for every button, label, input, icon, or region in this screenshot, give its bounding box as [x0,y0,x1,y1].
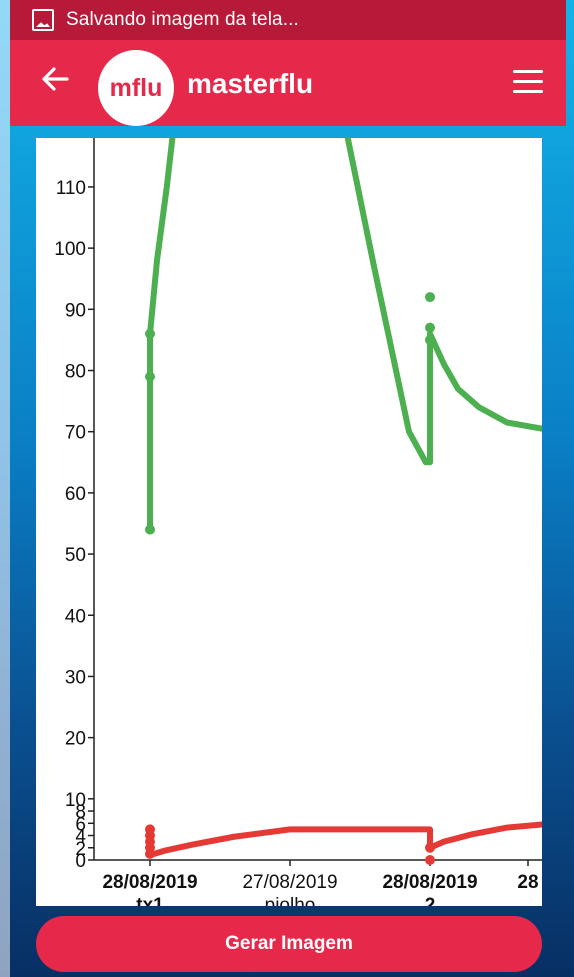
series-point-red [425,842,435,853]
y-tick-label: 6 [75,814,86,835]
y-tick-label: 50 [65,545,86,566]
notification-bar: Salvando imagem da tela... [10,0,566,40]
y-tick-label: 0 [75,851,86,872]
x-tick-date: 27/08/2019 [242,872,337,893]
x-tick-date: 28/08/2019 [382,872,477,893]
y-tick-label: 20 [65,729,86,750]
x-tick-date: 28/08/2019 [102,872,197,893]
hamburger-menu-icon[interactable] [513,70,543,94]
y-tick-label: 2 [75,839,86,860]
series-point-green [145,524,155,535]
series-point-green [425,292,435,303]
series-point-green [145,328,155,339]
y-tick-label: 10 [65,790,86,811]
x-tick-label: 2 [425,895,436,906]
series-point-red [145,848,155,859]
y-tick-label: 8 [75,802,86,823]
x-tick-label: tx1 [136,895,164,906]
back-arrow-icon[interactable] [38,62,72,96]
app-bar: mflu masterflu [10,40,566,126]
y-tick-label: 40 [65,606,86,627]
y-tick-label: 60 [65,484,86,505]
series-point-green [425,322,435,333]
series-line-green [147,138,542,533]
series-line-red [147,821,542,859]
y-tick-label: 70 [65,423,86,444]
y-tick-label: 80 [65,362,86,383]
series-point-green [145,371,155,382]
series-point-green [425,334,435,345]
x-tick-date: 28 [517,872,538,893]
y-tick-label: 4 [75,827,86,848]
left-screen-edge [0,0,10,977]
image-icon [32,9,54,31]
series-point-red [425,855,435,865]
line-chart: 0246810203040506070809010011028/08/2019t… [54,138,542,906]
y-tick-label: 110 [56,178,86,199]
notification-text: Salvando imagem da tela... [66,9,299,30]
chart-card: 0 2 4 6 8 10 20 30 40 50 60 70 80 90 100 110 28/08/2019 t… [36,138,542,906]
y-tick-label: 100 [54,239,86,260]
y-tick-label: 30 [65,667,86,688]
logo-text: mflu [109,73,163,102]
app-logo: mflu [98,50,174,126]
x-tick-label: piolho [265,895,316,906]
generate-image-button[interactable]: Gerar Imagem [36,916,542,972]
app-title: masterflu [187,68,314,99]
y-tick-label: 90 [65,300,86,321]
